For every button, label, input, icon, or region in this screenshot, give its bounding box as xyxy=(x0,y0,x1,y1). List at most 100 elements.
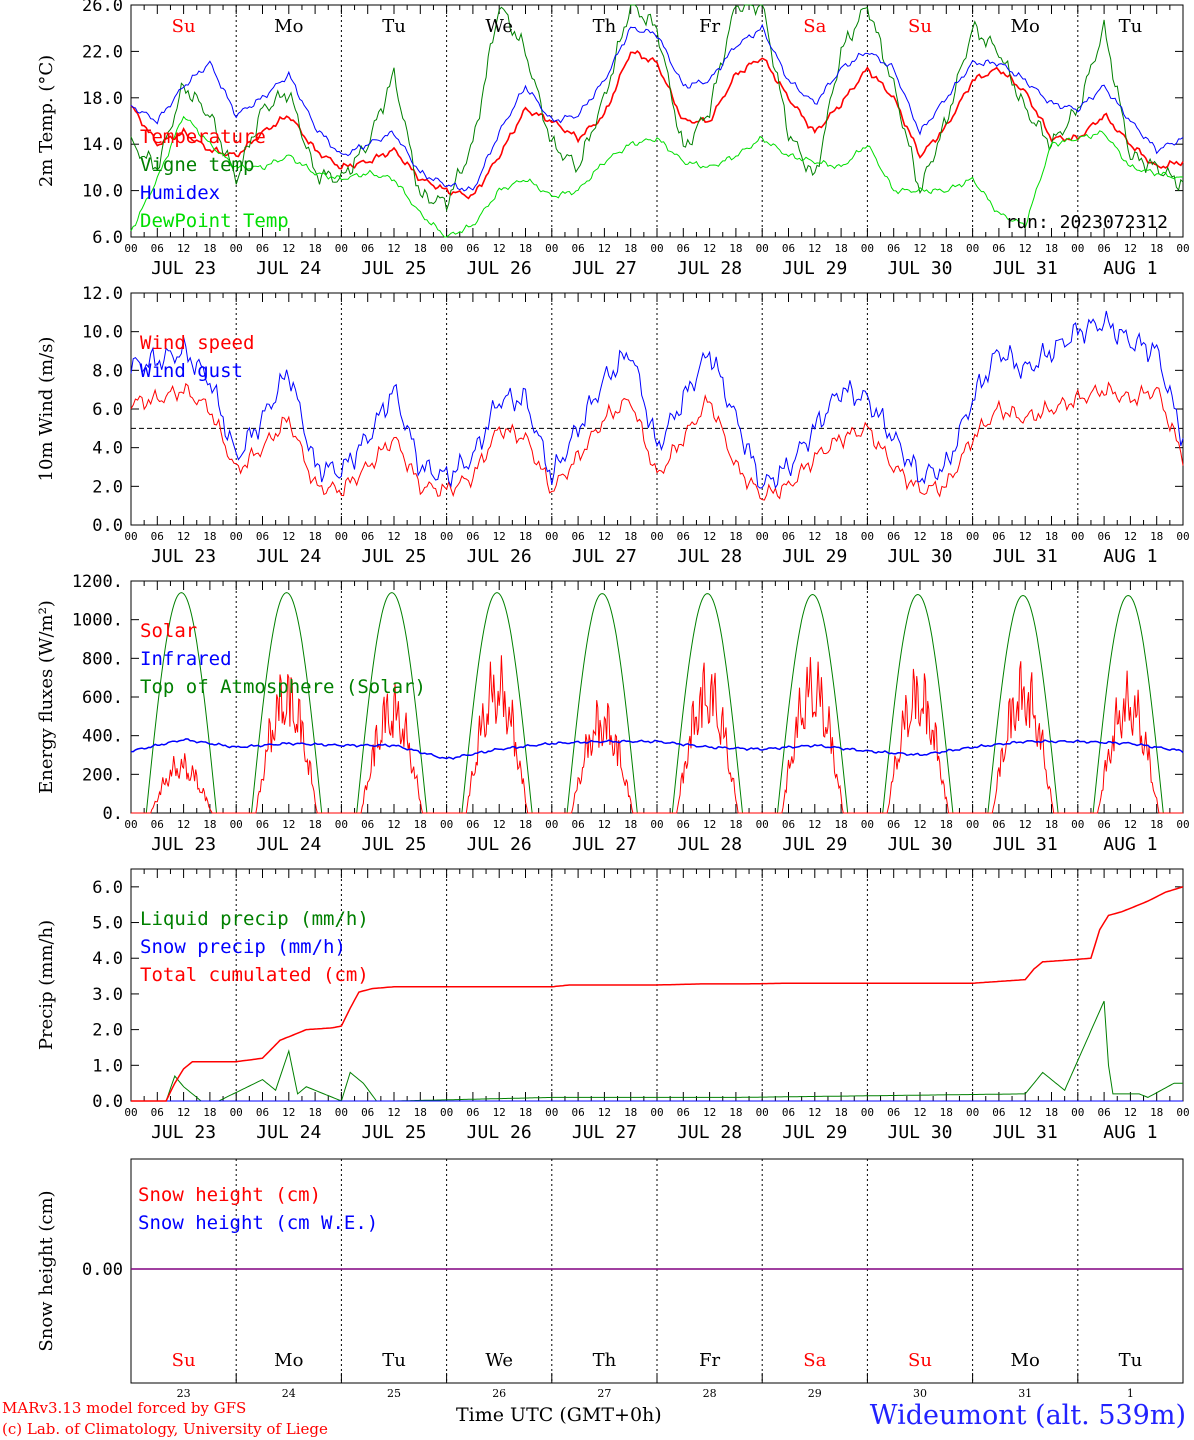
hour-tick-label: 18 xyxy=(624,242,637,255)
date-label: AUG 1 xyxy=(1103,1122,1157,1143)
run-label: run: 2023072312 xyxy=(1005,212,1168,233)
hour-tick-label: 06 xyxy=(677,1106,690,1119)
hour-tick-label: 18 xyxy=(1045,1106,1058,1119)
date-label: AUG 1 xyxy=(1103,546,1157,567)
date-label: JUL 27 xyxy=(572,258,637,279)
weekday-label: Tu xyxy=(1119,16,1143,37)
series-line-solar xyxy=(131,655,1183,814)
date-label: JUL 29 xyxy=(782,1122,847,1143)
day-number-label: 24 xyxy=(282,1387,296,1400)
hour-tick-label: 12 xyxy=(177,242,190,255)
weekday-label: Mo xyxy=(1011,1350,1040,1371)
date-label: JUL 24 xyxy=(256,258,321,279)
hour-tick-label: 06 xyxy=(466,242,479,255)
hour-tick-label: 18 xyxy=(624,530,637,543)
day-number-label: 29 xyxy=(808,1387,822,1400)
date-label: JUL 24 xyxy=(256,546,321,567)
y-tick-label: 0.00 xyxy=(82,1260,123,1280)
hour-tick-label: 00 xyxy=(1176,530,1189,543)
hour-tick-label: 06 xyxy=(782,818,795,831)
hour-tick-label: 06 xyxy=(1097,530,1110,543)
y-tick-label: 2.0 xyxy=(92,477,123,497)
y-axis-label: Snow height (cm) xyxy=(36,1190,57,1351)
hour-tick-label: 06 xyxy=(256,242,269,255)
hour-tick-label: 18 xyxy=(308,818,321,831)
hour-tick-label: 06 xyxy=(151,1106,164,1119)
hour-tick-label: 00 xyxy=(545,1106,558,1119)
hour-tick-label: 18 xyxy=(519,818,532,831)
hour-tick-label: 06 xyxy=(677,242,690,255)
date-label: JUL 26 xyxy=(467,258,532,279)
weekday-label: Th xyxy=(593,16,617,37)
date-label: JUL 26 xyxy=(467,834,532,855)
y-tick-label: 3.0 xyxy=(92,985,123,1005)
hour-tick-label: 18 xyxy=(308,1106,321,1119)
hour-tick-label: 00 xyxy=(861,530,874,543)
y-tick-label: 10.0 xyxy=(82,182,123,202)
y-tick-label: 18.0 xyxy=(82,89,123,109)
y-tick-label: 4.0 xyxy=(92,949,123,969)
y-tick-label: 0. xyxy=(103,804,123,824)
series-line-wind-speed xyxy=(130,381,1184,501)
y-tick-label: 0.0 xyxy=(92,1092,123,1112)
hour-tick-label: 00 xyxy=(440,530,453,543)
y-axis-label: 10m Wind (m/s) xyxy=(36,337,57,482)
y-tick-label: 1000. xyxy=(72,611,123,631)
xaxis-title: Time UTC (GMT+0h) xyxy=(456,1404,662,1426)
hour-tick-label: 00 xyxy=(861,242,874,255)
hour-tick-label: 12 xyxy=(703,242,716,255)
hour-tick-label: 12 xyxy=(493,1106,506,1119)
weekday-label: Su xyxy=(172,1350,196,1371)
y-tick-label: 200. xyxy=(82,765,123,785)
hour-tick-label: 18 xyxy=(1150,1106,1163,1119)
hour-tick-label: 06 xyxy=(151,530,164,543)
hour-tick-label: 06 xyxy=(151,818,164,831)
y-tick-label: 5.0 xyxy=(92,914,123,934)
legend-entry: Wind speed xyxy=(140,332,254,354)
hour-tick-label: 06 xyxy=(361,1106,374,1119)
hour-tick-label: 00 xyxy=(124,242,137,255)
weekday-label: Su xyxy=(908,1350,932,1371)
hour-tick-label: 12 xyxy=(808,530,821,543)
weekday-label: Mo xyxy=(274,16,303,37)
series-line-wind-gust xyxy=(130,310,1184,489)
hour-tick-label: 12 xyxy=(177,818,190,831)
hour-tick-label: 00 xyxy=(124,530,137,543)
hour-tick-label: 00 xyxy=(1071,1106,1084,1119)
series-line-vigne-temp xyxy=(130,4,1184,212)
hour-tick-label: 06 xyxy=(571,530,584,543)
hour-tick-label: 06 xyxy=(782,1106,795,1119)
hour-tick-label: 00 xyxy=(1071,530,1084,543)
credit-note: (c) Lab. of Climatology, University of L… xyxy=(2,1420,328,1438)
hour-tick-label: 00 xyxy=(756,242,769,255)
hour-tick-label: 18 xyxy=(203,530,216,543)
hour-tick-label: 00 xyxy=(861,1106,874,1119)
hour-tick-label: 18 xyxy=(519,530,532,543)
hour-tick-label: 12 xyxy=(1019,242,1032,255)
series-line-infrared xyxy=(131,738,1184,760)
hour-tick-label: 06 xyxy=(466,530,479,543)
weekday-label: Th xyxy=(593,1350,617,1371)
hour-tick-label: 18 xyxy=(519,242,532,255)
hour-tick-label: 06 xyxy=(992,818,1005,831)
hour-tick-label: 12 xyxy=(1124,242,1137,255)
hour-tick-label: 00 xyxy=(650,242,663,255)
hour-tick-label: 06 xyxy=(887,530,900,543)
hour-tick-label: 12 xyxy=(177,530,190,543)
hour-tick-label: 06 xyxy=(992,242,1005,255)
date-label: JUL 31 xyxy=(993,546,1058,567)
hour-tick-label: 18 xyxy=(308,530,321,543)
hour-tick-label: 12 xyxy=(493,242,506,255)
footer-credits: MARv3.13 model forced by GFS (c) Lab. of… xyxy=(2,1398,328,1440)
hour-tick-label: 12 xyxy=(598,1106,611,1119)
hour-tick-label: 00 xyxy=(756,818,769,831)
date-label: JUL 27 xyxy=(572,834,637,855)
hour-tick-label: 00 xyxy=(1176,818,1189,831)
hour-tick-label: 12 xyxy=(282,818,295,831)
hour-tick-label: 12 xyxy=(913,818,926,831)
hour-tick-label: 18 xyxy=(940,530,953,543)
weekday-label: Mo xyxy=(274,1350,303,1371)
hour-tick-label: 12 xyxy=(1124,818,1137,831)
series-line-humidex xyxy=(130,23,1184,192)
date-label: JUL 27 xyxy=(572,546,637,567)
